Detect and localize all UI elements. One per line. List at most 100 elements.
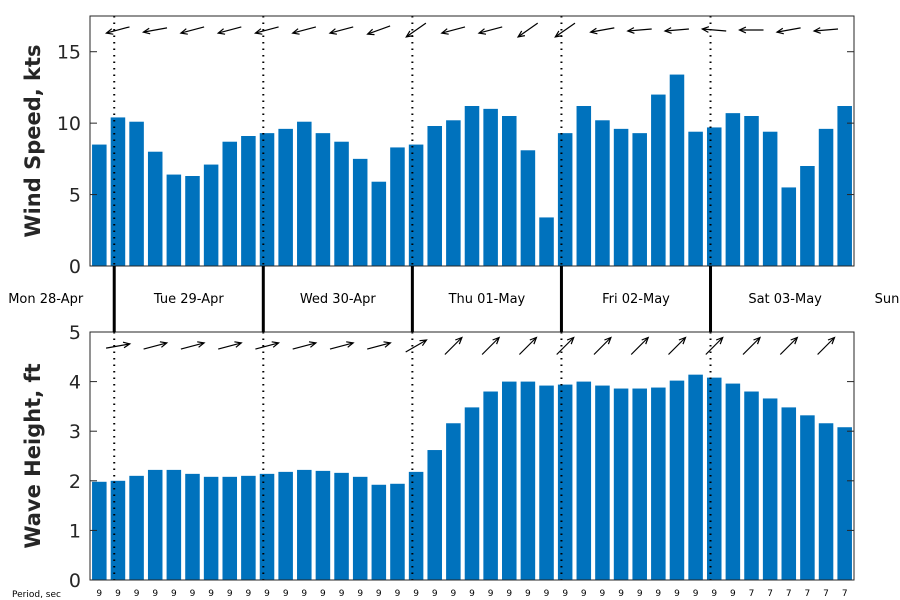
wind-speed-bar: [241, 136, 256, 266]
y-tick-label: 4: [69, 372, 81, 394]
period-value: 9: [96, 589, 102, 599]
arrow-shaft: [779, 337, 798, 355]
wave-height-bar: [669, 380, 685, 580]
wind-direction-arrow: [700, 26, 727, 33]
period-value: 9: [208, 589, 214, 599]
wind-direction-arrow: [626, 27, 652, 34]
y-tick-label: 10: [57, 113, 81, 135]
period-value: 7: [749, 589, 755, 599]
arrow-head: [253, 28, 263, 35]
wave-height-bar: [464, 407, 480, 580]
wave-height-bar: [352, 476, 368, 580]
y-tick-label: 1: [69, 520, 81, 542]
period-value: 9: [320, 589, 326, 599]
wave-height-bar: [800, 415, 815, 580]
wind-speed-bar: [837, 106, 852, 266]
wind-direction-arrow: [405, 22, 427, 38]
wind-speed-bar: [762, 131, 778, 266]
arrow-shaft: [292, 342, 317, 350]
day-label: Thu 01-May: [448, 292, 526, 307]
wave-direction-arrow: [218, 341, 243, 350]
wave-direction-arrow: [255, 341, 281, 350]
wave-direction-arrow: [367, 341, 392, 350]
arrow-head: [753, 336, 762, 345]
wind-speed-bar: [259, 133, 275, 266]
wave-height-bar: [185, 473, 200, 580]
arrow-head: [827, 336, 836, 345]
wave-height-bar: [632, 388, 647, 580]
arrow-shaft: [292, 26, 317, 34]
period-value: 9: [506, 589, 512, 599]
wind-speed-axis-label: Wind Speed, kts: [21, 44, 45, 237]
arrow-head: [738, 26, 747, 34]
wind-speed-bar: [464, 106, 480, 266]
day-label: Sun: [875, 292, 900, 307]
wave-height-bar: [539, 385, 554, 580]
period-value: 9: [190, 589, 196, 599]
wave-direction-arrow: [481, 336, 501, 355]
period-value: 9: [152, 589, 158, 599]
y-tick-label: 2: [69, 471, 81, 493]
wind-speed-bar: [278, 128, 293, 266]
wave-direction-arrow: [593, 336, 612, 355]
y-tick-label: 3: [69, 421, 81, 443]
arrow-head: [104, 28, 114, 35]
wind-speed-bar: [408, 144, 424, 266]
wave-direction-arrow: [405, 339, 428, 353]
wind-speed-bar: [632, 133, 647, 266]
arrow-head: [477, 28, 487, 35]
wind-speed-bar: [688, 131, 703, 266]
period-value: 9: [357, 589, 363, 599]
wave-height-bar: [706, 377, 722, 580]
wind-direction-arrow: [516, 22, 539, 38]
wave-height-bar: [129, 475, 144, 580]
arrow-shaft: [556, 337, 575, 355]
wave-height-bar: [576, 381, 592, 580]
arrow-head: [346, 341, 355, 348]
wave-direction-arrow: [180, 341, 206, 350]
period-label: Period, sec: [12, 590, 61, 600]
arrow-head: [678, 336, 687, 345]
wind-speed-bar: [390, 147, 405, 266]
wind-speed-bar: [669, 74, 685, 266]
period-value: 9: [469, 589, 475, 599]
wave-height-bar: [613, 388, 629, 580]
period-value: 9: [264, 589, 270, 599]
period-value: 9: [134, 589, 140, 599]
wave-direction-arrow: [668, 336, 687, 355]
arrow-shaft: [255, 342, 279, 350]
arrow-head: [663, 27, 672, 34]
arrow-head: [179, 28, 188, 35]
arrow-head: [775, 27, 784, 35]
arrow-shaft: [705, 337, 724, 355]
wind-direction-arrow: [104, 26, 130, 35]
wind-speed-bar: [595, 120, 610, 266]
arrow-shaft: [627, 28, 652, 32]
wave-height-bar: [520, 381, 536, 580]
arrow-shaft: [405, 22, 427, 38]
wind-direction-arrow: [141, 27, 168, 35]
arrow-shaft: [405, 339, 427, 353]
wave-direction-arrow: [444, 336, 463, 355]
wind-speed-bar: [781, 187, 797, 266]
wave-height-bar: [762, 398, 778, 580]
period-value: 9: [655, 589, 661, 599]
arrow-shaft: [554, 22, 576, 38]
period-value: 9: [581, 589, 587, 599]
wave-height-bar: [147, 469, 163, 580]
period-value: 9: [283, 589, 289, 599]
arrow-shaft: [444, 337, 463, 355]
arrow-shaft: [180, 342, 205, 350]
wave-height-bar: [688, 374, 703, 580]
period-value: 9: [618, 589, 624, 599]
period-value: 9: [227, 589, 233, 599]
wind-speed-bar: [427, 126, 442, 266]
wave-direction-arrow: [779, 336, 799, 355]
wave-height-bar: [557, 384, 573, 580]
arrow-shaft: [478, 26, 503, 34]
day-label: Tue 29-Apr: [153, 292, 224, 307]
wave-height-bar: [278, 471, 293, 580]
wave-direction-arrow: [705, 336, 724, 355]
period-value: 9: [451, 589, 457, 599]
